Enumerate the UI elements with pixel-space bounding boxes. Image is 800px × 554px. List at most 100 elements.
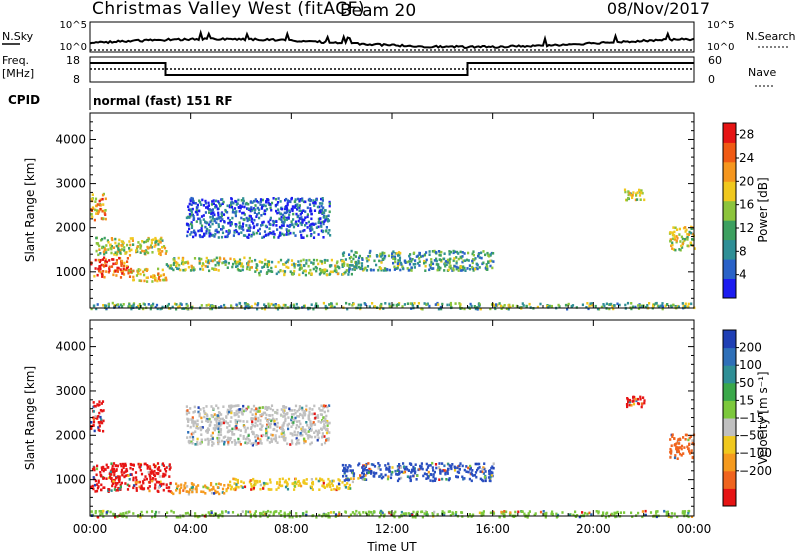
data-cell: [212, 427, 215, 430]
data-cell: [185, 302, 188, 306]
data-cell: [159, 237, 162, 241]
data-cell: [267, 422, 270, 425]
data-cell: [456, 250, 459, 254]
data-cell: [284, 479, 287, 482]
data-cell: [251, 422, 254, 425]
data-cell: [303, 430, 307, 434]
data-cell: [99, 415, 102, 419]
data-cell: [323, 261, 326, 264]
data-cell: [262, 487, 265, 490]
data-cell: [515, 304, 518, 308]
data-cell: [132, 275, 135, 279]
data-cell: [190, 196, 193, 200]
data-cell: [417, 302, 420, 305]
data-cell: [693, 247, 696, 250]
data-cell: [445, 263, 448, 266]
data-cell: [632, 396, 635, 399]
data-cell: [485, 263, 488, 266]
data-cell: [244, 202, 247, 206]
data-cell: [364, 303, 367, 306]
data-cell: [395, 252, 398, 255]
data-cell: [200, 257, 203, 261]
data-cell: [330, 482, 333, 485]
data-cell: [394, 252, 397, 255]
data-cell: [217, 223, 220, 226]
data-cell: [326, 405, 329, 409]
data-cell: [267, 220, 270, 224]
data-cell: [154, 238, 157, 241]
data-cell: [353, 512, 356, 516]
data-cell: [437, 466, 441, 469]
data-cell: [425, 511, 428, 514]
data-cell: [165, 263, 168, 266]
data-cell: [655, 301, 658, 305]
data-cell: [278, 480, 281, 484]
data-cell: [100, 263, 103, 267]
data-cell: [311, 228, 314, 231]
data-cell: [636, 198, 639, 201]
data-cell: [299, 230, 302, 233]
data-cell: [237, 513, 240, 517]
data-cell: [237, 404, 240, 407]
data-cell: [101, 193, 105, 197]
data-cell: [251, 430, 254, 434]
data-cell: [300, 266, 303, 270]
data-cell: [291, 205, 294, 208]
data-cell: [255, 443, 258, 446]
data-cell: [119, 512, 122, 516]
data-cell: [94, 511, 97, 515]
data-cell: [103, 275, 106, 279]
data-cell: [643, 399, 646, 402]
data-cell: [192, 217, 196, 220]
data-cell: [115, 303, 118, 307]
data-cell: [225, 439, 229, 442]
data-cell: [448, 477, 451, 481]
data-cell: [161, 246, 164, 249]
data-cell: [155, 480, 158, 484]
data-cell: [273, 427, 276, 431]
data-cell: [373, 259, 376, 263]
data-cell: [252, 417, 255, 420]
data-cell: [268, 260, 271, 263]
data-cell: [310, 485, 313, 489]
data-cell: [415, 478, 418, 481]
data-cell: [676, 457, 679, 460]
data-cell: [287, 266, 290, 269]
data-cell: [326, 424, 329, 427]
data-cell: [268, 263, 271, 267]
data-cell: [392, 261, 395, 265]
data-cell: [140, 510, 143, 514]
data-cell: [458, 464, 461, 468]
data-cell: [421, 515, 424, 519]
data-cell: [224, 263, 227, 266]
data-cell: [446, 472, 449, 475]
data-cell: [299, 266, 302, 270]
data-cell: [262, 220, 265, 224]
data-cell: [459, 269, 463, 272]
data-cell: [665, 514, 668, 517]
data-cell: [467, 470, 470, 474]
data-cell: [215, 404, 218, 407]
data-cell: [351, 264, 354, 267]
data-cell: [278, 211, 281, 214]
data-cell: [130, 248, 133, 252]
data-cell: [273, 236, 276, 239]
data-cell: [503, 510, 506, 513]
data-cell: [135, 306, 138, 309]
data-cell: [464, 269, 467, 272]
data-cell: [93, 468, 96, 472]
data-cell: [93, 404, 96, 408]
data-cell: [327, 438, 330, 442]
data-cell: [451, 463, 454, 466]
data-cell: [286, 199, 290, 202]
data-cell: [307, 417, 310, 420]
data-cell: [192, 438, 195, 441]
data-cell: [100, 418, 103, 422]
data-cell: [429, 479, 432, 482]
data-cell: [685, 228, 688, 232]
data-cell: [286, 487, 290, 491]
data-cell: [391, 466, 394, 469]
data-cell: [521, 302, 524, 305]
data-cell: [392, 250, 395, 253]
data-cell: [317, 479, 320, 483]
